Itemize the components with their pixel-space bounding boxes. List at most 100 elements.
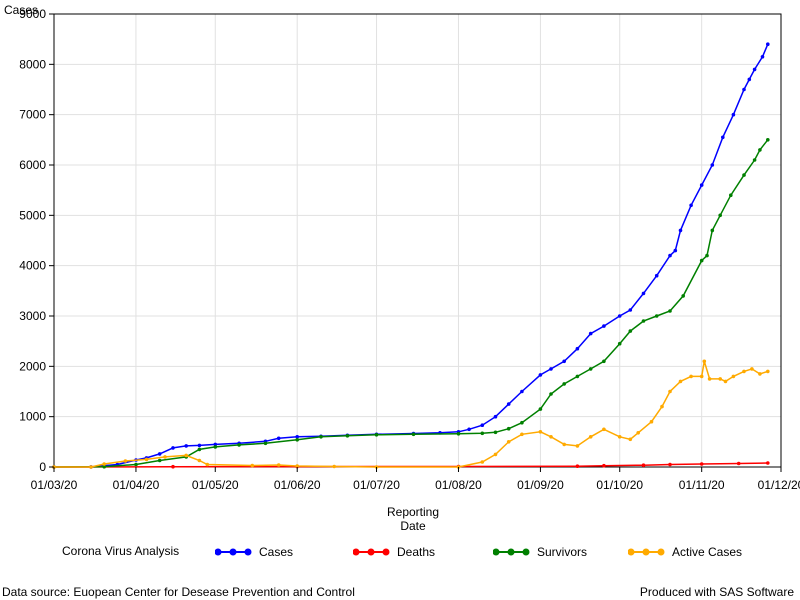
data-point-survivors: [654, 314, 659, 318]
data-point-cases: [276, 436, 281, 441]
data-point-survivors: [456, 432, 461, 436]
data-point-cases: [157, 452, 162, 456]
data-point-cases: [689, 203, 693, 208]
data-point-cases: [493, 414, 498, 419]
data-point-survivors: [295, 438, 300, 442]
legend-marker-cases: [215, 548, 252, 556]
series-line-survivors: [53, 139, 769, 468]
data-point-survivors: [345, 434, 350, 438]
data-point-active-cases: [636, 431, 640, 435]
legend-dot: [353, 548, 360, 556]
data-point-active-cases: [163, 455, 167, 459]
data-point-cases: [628, 308, 633, 312]
legend-marker-deaths: [353, 548, 390, 556]
data-point-active-cases: [602, 427, 606, 432]
data-point-cases: [668, 253, 672, 258]
data-point-survivors: [710, 228, 715, 233]
series-layer: [52, 42, 770, 469]
legend-dot: [628, 548, 635, 556]
data-point-deaths: [736, 461, 741, 466]
data-point-cases: [549, 367, 553, 371]
data-point-cases: [575, 346, 580, 351]
data-point-active-cases: [520, 432, 524, 437]
data-point-survivors: [157, 458, 162, 463]
x-tick-label: 01/10/20: [596, 478, 643, 492]
legend-dot: [367, 548, 375, 556]
x-tick-label: 01/11/20: [679, 478, 725, 492]
data-point-active-cases: [718, 377, 722, 381]
data-point-active-cases: [562, 442, 566, 447]
series-line-cases: [53, 43, 769, 468]
legend-marker-active-cases: [628, 548, 665, 556]
legend-label: Survivors: [537, 545, 588, 559]
data-point-cases: [747, 77, 752, 82]
data-point-survivors: [102, 464, 106, 469]
data-point-cases: [588, 331, 593, 336]
y-tick-label: 1000: [19, 410, 46, 424]
data-point-cases: [766, 42, 770, 46]
data-point-active-cases: [205, 462, 210, 467]
data-point-cases: [480, 423, 485, 428]
x-tick-label: 01/07/20: [353, 478, 400, 492]
data-point-survivors: [628, 329, 633, 333]
y-tick-label: 7000: [19, 108, 46, 122]
data-point-cases: [742, 87, 746, 92]
data-point-cases: [562, 359, 566, 364]
data-point-active-cases: [549, 435, 553, 439]
data-point-survivors: [493, 430, 498, 435]
y-tick-label: 8000: [19, 57, 46, 71]
data-point-active-cases: [702, 359, 707, 364]
data-point-deaths: [668, 462, 672, 467]
data-point-active-cases: [649, 419, 654, 424]
data-point-active-cases: [723, 379, 728, 384]
data-point-survivors: [766, 138, 770, 142]
data-point-survivors: [520, 420, 524, 425]
data-point-cases: [654, 273, 659, 278]
data-point-active-cases: [480, 460, 485, 464]
legend-dot: [657, 548, 665, 556]
data-point-survivors: [197, 447, 202, 452]
data-point-active-cases: [144, 457, 149, 462]
data-point-active-cases: [123, 459, 128, 463]
x-tick-label: 01/08/20: [435, 478, 482, 492]
y-tick-label: 0: [39, 460, 46, 474]
data-point-survivors: [237, 443, 241, 447]
data-point-cases: [538, 373, 543, 377]
data-point-active-cases: [588, 435, 593, 439]
data-point-cases: [520, 389, 524, 394]
data-point-active-cases: [276, 463, 281, 467]
y-tick-label: 4000: [19, 259, 46, 273]
y-axis-label: Cases: [4, 3, 38, 17]
x-tick-label: 01/12/20: [758, 478, 800, 492]
legend-item-active-cases: Active Cases: [628, 544, 742, 560]
y-tick-label: 6000: [19, 158, 46, 172]
legend-dot: [507, 548, 515, 556]
data-point-cases: [641, 291, 646, 296]
x-axis-label-line1: Reporting: [387, 505, 439, 519]
data-point-survivors: [617, 341, 622, 346]
legend-dot: [522, 548, 530, 556]
x-tick-label: 01/05/20: [192, 478, 239, 492]
series-line-active-cases: [54, 361, 769, 468]
axes: 0 1000 2000 3000 4000 5000 6000 7000 8000 9000 01/…: [19, 7, 800, 492]
legend-dot: [244, 548, 252, 556]
legend-dot: [229, 548, 237, 556]
legend-dot: [493, 548, 500, 556]
data-point-cases: [467, 427, 471, 432]
line-chart: 0 1000 2000 3000 4000 5000 6000 7000 8000 9000 01/…: [4, 3, 800, 533]
y-tick-label: 2000: [19, 359, 46, 373]
data-point-survivors: [602, 359, 606, 364]
data-point-cases: [699, 183, 704, 187]
data-point-survivors: [752, 158, 757, 162]
data-point-active-cases: [731, 374, 736, 379]
data-point-active-cases: [660, 404, 664, 409]
data-point-survivors: [681, 294, 685, 298]
y-tick-label: 9000: [19, 7, 46, 21]
legend-label: Deaths: [397, 545, 436, 559]
legend-title: Corona Virus Analysis: [62, 544, 180, 558]
data-point-survivors: [480, 431, 485, 436]
data-point-cases: [506, 402, 511, 406]
data-point-survivors: [588, 367, 593, 371]
data-point-survivors: [374, 433, 379, 437]
data-point-active-cases: [493, 452, 498, 457]
